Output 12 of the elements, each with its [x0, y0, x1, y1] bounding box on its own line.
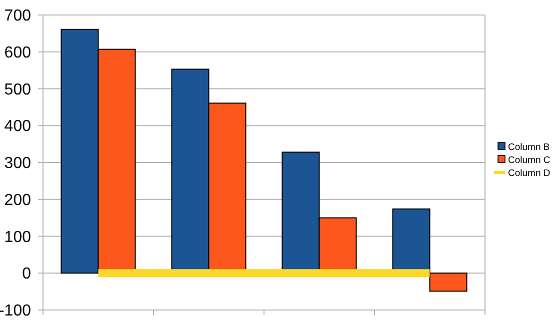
legend-label: Column D: [508, 168, 550, 179]
y-tick-label: 300: [4, 155, 32, 172]
legend-label: Column C: [508, 154, 550, 166]
legend-label: Column B: [508, 142, 550, 153]
y-tick-label: 700: [4, 8, 32, 25]
y-tick-label: 100: [4, 228, 32, 246]
y-tick-label: 0: [22, 266, 32, 283]
y-tick-label: 500: [4, 81, 32, 98]
y-tick-label: -100: [0, 302, 32, 320]
y-tick-label: 600: [4, 44, 32, 62]
y-tick-label: 200: [4, 192, 32, 209]
y-tick-label: 400: [4, 118, 32, 136]
